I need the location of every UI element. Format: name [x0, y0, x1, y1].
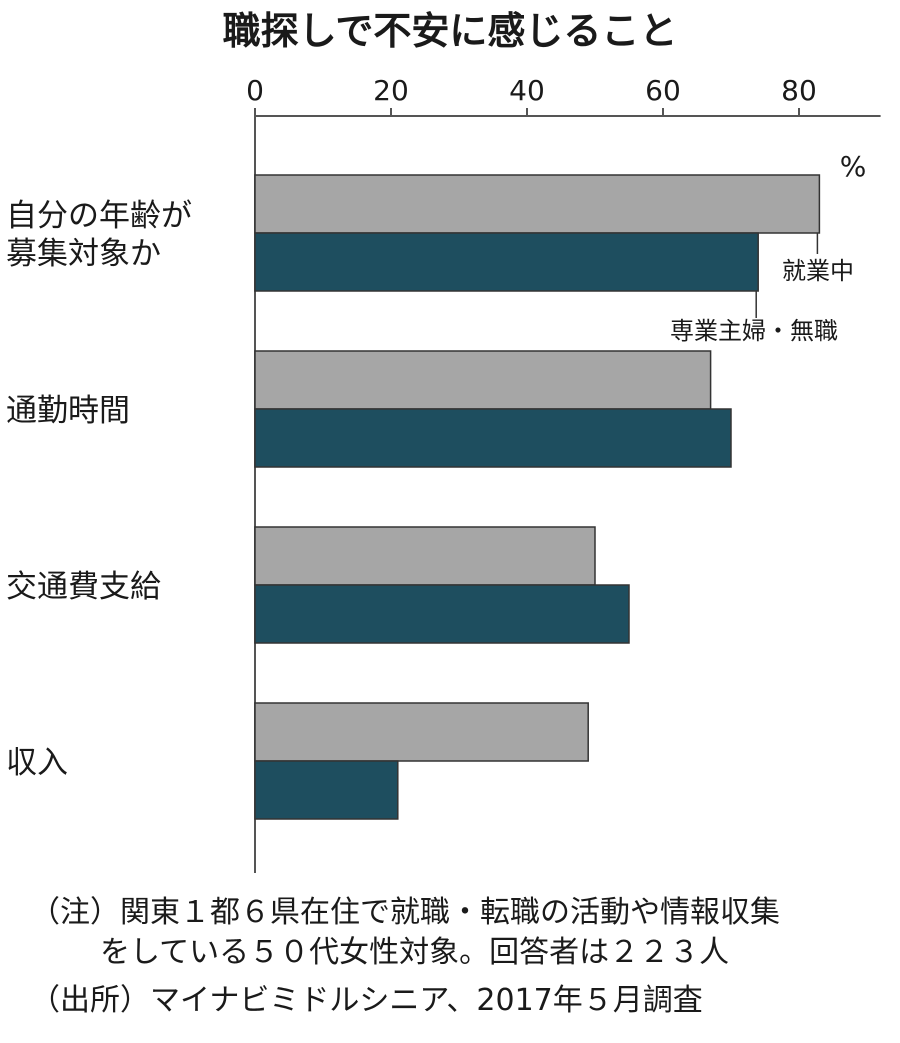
category-label: 通勤時間: [6, 393, 130, 429]
source-note: （出所）マイナビミドルシニア、2017年５月調査: [30, 983, 703, 1018]
series-label-not-employed: 専業主婦・無職: [670, 317, 838, 345]
chart-title: 職探しで不安に感じること: [223, 9, 678, 53]
category-label: 収入: [6, 745, 68, 781]
series-label-employed: 就業中: [782, 257, 854, 285]
x-tick-label: 40: [509, 74, 545, 107]
bar-employed-3: [254, 702, 589, 762]
bar-not-employed-0: [254, 232, 759, 292]
category-label: 自分の年齢が: [6, 198, 192, 234]
bar-chart: 職探しで不安に感じること 0 20 40 60 80% 自分の年齢が募集対象か通勤時間交…: [6, 9, 881, 873]
unit-label: %: [840, 150, 867, 183]
bar-not-employed-3: [254, 760, 399, 820]
bar-not-employed-2: [254, 584, 630, 644]
note-line-2: をしている５０代女性対象。回答者は２２３人: [100, 935, 730, 970]
x-tick-label: 0: [246, 74, 264, 107]
bars: [254, 174, 821, 820]
note-line-1: （注）関東１都６県在住で就職・転職の活動や情報収集: [30, 895, 780, 930]
x-tick-label: 20: [373, 74, 409, 107]
bar-employed-1: [254, 350, 712, 410]
x-tick-label: 60: [645, 74, 681, 107]
x-tick-label: 80: [781, 74, 817, 107]
bar-not-employed-1: [254, 408, 732, 468]
category-label: 募集対象か: [6, 236, 161, 272]
category-label: 交通費支給: [6, 569, 161, 605]
bar-employed-0: [254, 174, 821, 234]
bar-employed-2: [254, 526, 596, 586]
